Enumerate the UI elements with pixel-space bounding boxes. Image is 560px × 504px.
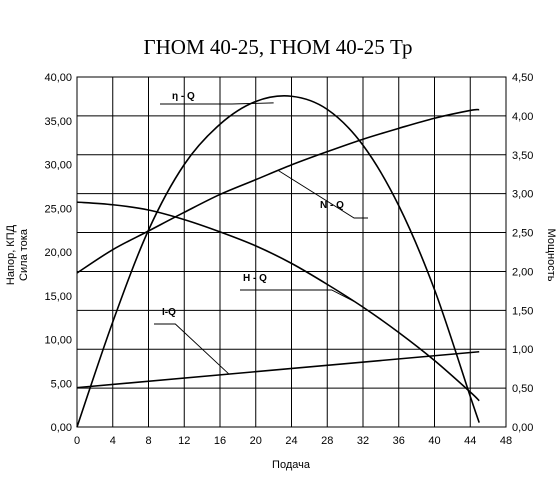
x-tick-label: 0 bbox=[74, 435, 80, 447]
y-left-tick-label: 5,00 bbox=[51, 378, 72, 390]
x-tick-label: 32 bbox=[357, 435, 369, 447]
y-left-tick-label: 20,00 bbox=[44, 247, 72, 259]
chart-title: ГНОМ 40-25, ГНОМ 40-25 Тр bbox=[143, 35, 412, 59]
x-tick-label: 40 bbox=[428, 435, 440, 447]
series-line bbox=[76, 350, 480, 389]
curves bbox=[76, 95, 480, 428]
x-tick-label: 36 bbox=[393, 435, 405, 447]
label-leaders: η - Q N - Q H - Q I-Q bbox=[154, 91, 368, 375]
x-tick-label: 48 bbox=[500, 435, 512, 447]
y-left-tick-label: 35,00 bbox=[44, 116, 72, 128]
y-right-tick-label: 0,00 bbox=[512, 422, 533, 434]
series-leader-line bbox=[240, 289, 355, 302]
series-leader-line bbox=[277, 170, 368, 219]
y-right-tick-label: 2,50 bbox=[512, 228, 533, 240]
y-right-tick-label: 1,00 bbox=[512, 344, 533, 356]
y-right-tick-label: 1,50 bbox=[512, 305, 533, 317]
y-right-tick-label: 4,00 bbox=[512, 111, 533, 123]
x-tick-label: 16 bbox=[214, 435, 226, 447]
series-label: H - Q bbox=[243, 273, 267, 284]
x-tick-label: 12 bbox=[178, 435, 190, 447]
x-tick-label: 20 bbox=[250, 435, 262, 447]
x-axis-label: Подача bbox=[272, 459, 311, 471]
x-tick-label: 4 bbox=[110, 435, 116, 447]
x-tick-label: 24 bbox=[285, 435, 297, 447]
y-right-tick-label: 2,00 bbox=[512, 266, 533, 278]
y-axis-label-left-1: Напор, КПД bbox=[5, 224, 17, 285]
x-tick-label: 28 bbox=[321, 435, 333, 447]
series-label: N - Q bbox=[320, 200, 344, 211]
grid bbox=[76, 76, 507, 428]
y-axis-label-right: Мощность bbox=[545, 229, 557, 282]
y-left-tick-label: 40,00 bbox=[44, 72, 72, 84]
x-tick-label: 44 bbox=[464, 435, 476, 447]
series-line bbox=[76, 201, 480, 402]
plot-frame bbox=[76, 76, 507, 428]
y-right-tick-label: 3,50 bbox=[512, 150, 533, 162]
y-left-tick-label: 10,00 bbox=[44, 335, 72, 347]
series-label: I-Q bbox=[162, 307, 176, 318]
series-line bbox=[76, 95, 480, 428]
series-line bbox=[76, 108, 480, 274]
series-leader-line bbox=[160, 102, 274, 105]
y-left-tick-label: 25,00 bbox=[44, 203, 72, 215]
series-label: η - Q bbox=[172, 91, 195, 102]
y-left-tick-label: 30,00 bbox=[44, 160, 72, 172]
ticks: 0 4 8 12 16 20 24 28 32 36 40 44 480,000,501,001,502… bbox=[44, 72, 533, 447]
x-tick-label: 8 bbox=[145, 435, 151, 447]
y-left-tick-label: 0,00 bbox=[51, 422, 72, 434]
y-right-tick-label: 0,50 bbox=[512, 383, 533, 395]
y-right-tick-label: 4,50 bbox=[512, 72, 533, 84]
y-right-tick-label: 3,00 bbox=[512, 189, 533, 201]
y-left-tick-label: 15,00 bbox=[44, 291, 72, 303]
y-axis-label-left-2: Сила тока bbox=[18, 228, 30, 281]
series-leader-line bbox=[154, 323, 230, 375]
